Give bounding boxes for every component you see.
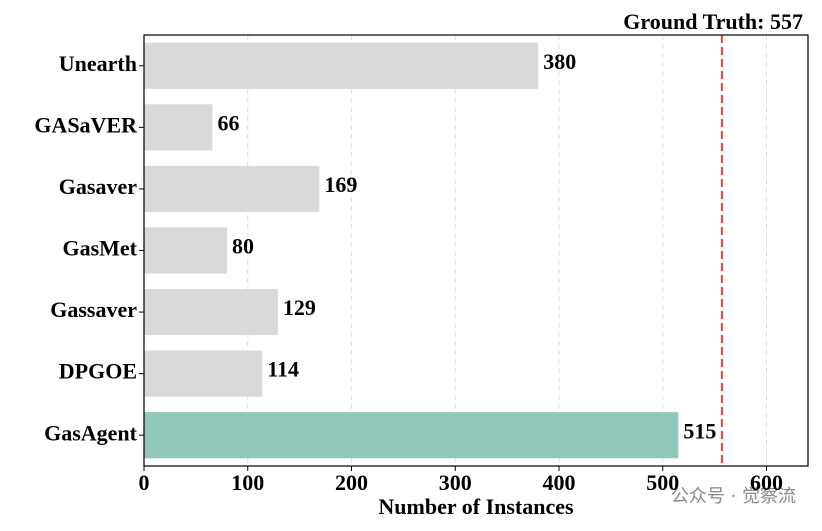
x-axis-label: Number of Instances <box>378 494 574 519</box>
value-label: 169 <box>324 172 357 197</box>
y-tick-label: GasAgent <box>44 420 138 445</box>
bar <box>144 288 278 336</box>
y-tick-label: Gassaver <box>50 297 137 322</box>
value-label: 515 <box>683 418 716 443</box>
value-label: 80 <box>232 234 254 259</box>
x-tick-label: 0 <box>139 470 150 495</box>
watermark: 公众号 · 觉察流 <box>671 486 796 507</box>
x-tick-label: 200 <box>335 470 368 495</box>
value-label: 66 <box>217 110 239 135</box>
x-tick-label: 600 <box>750 470 783 495</box>
x-tick-label: 500 <box>646 470 679 495</box>
y-tick-label: Unearth <box>59 51 137 76</box>
y-tick-label: Gasaver <box>59 174 137 199</box>
y-tick-label: GASaVER <box>34 112 138 137</box>
y-tick-label: GasMet <box>62 236 137 261</box>
bar <box>144 412 679 459</box>
value-label: 114 <box>267 357 299 382</box>
x-tick-label: 100 <box>231 470 264 495</box>
plot-frame <box>143 34 809 467</box>
y-tick-label: DPGOE <box>59 359 137 384</box>
x-tick-label: 400 <box>543 470 576 495</box>
bar <box>144 227 227 274</box>
bar <box>144 165 320 213</box>
bar <box>144 350 263 397</box>
bar <box>144 104 213 151</box>
x-tick-label: 300 <box>439 470 472 495</box>
annotation: Ground Truth: 557 <box>623 9 803 34</box>
value-label: 129 <box>283 295 316 320</box>
bar <box>144 42 539 89</box>
value-label: 380 <box>543 49 576 74</box>
